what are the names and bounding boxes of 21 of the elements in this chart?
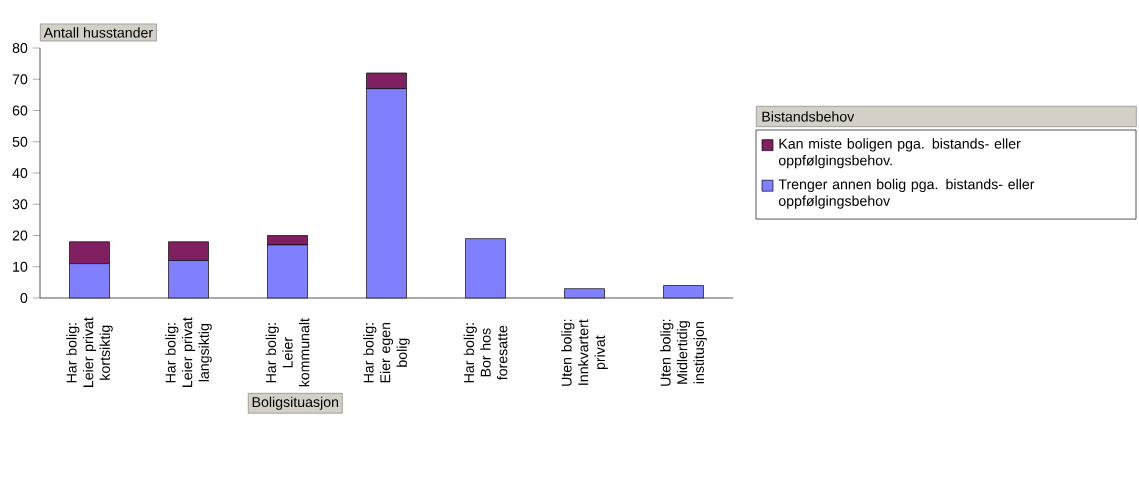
y-axis-title: Antall husstander [43, 27, 153, 38]
y-tick-label: 70 [12, 74, 28, 85]
x-tick-label: Har bolig: Leier privat kortsiktig [66, 317, 113, 387]
x-tick-label: Har bolig: Leier privat langsiktig [165, 317, 212, 387]
x-tick-label: Har bolig: Leier kommunalt [265, 318, 310, 387]
x-tick-label: Uten bolig: Midlertidig institusjon [660, 319, 707, 386]
y-tick-label: 10 [13, 261, 28, 272]
legend-label: Kan miste boligen pga. bistands- eller oppfølgingsbehov. [778, 138, 1021, 169]
x-tick-label: Uten bolig: Innkvartert privat [561, 319, 608, 386]
x-axis-title: Boligsituasjon [252, 396, 339, 410]
x-tick-label: Har bolig: Bor hos foresatte [463, 323, 508, 383]
y-tick-label: 40 [12, 168, 28, 179]
y-tick-label: 80 [12, 43, 28, 54]
legend-title: Bistandsbehov [762, 111, 855, 122]
y-tick-label: 20 [12, 230, 28, 241]
y-tick-label: 30 [12, 199, 28, 210]
legend-label: Trenger annen bolig pga. bistands- eller oppfølgingsbehov [778, 178, 1035, 209]
x-tick-label: Har bolig: Eier egen bolig [363, 322, 410, 383]
y-tick-label: 50 [12, 136, 28, 147]
y-tick-label: 0 [20, 293, 28, 304]
y-tick-label: 60 [12, 105, 28, 116]
